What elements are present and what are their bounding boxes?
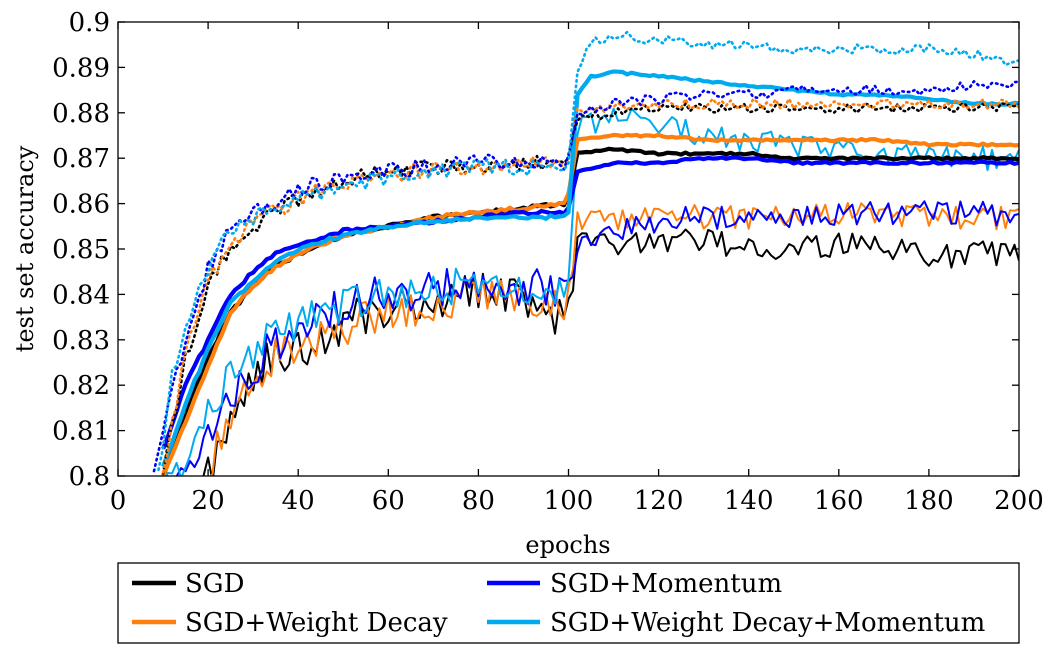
y-tick-label: 0.81	[52, 417, 110, 447]
plot-area	[152, 30, 1019, 476]
legend-item: SGD+Weight Decay	[132, 608, 448, 638]
series-line	[175, 200, 1019, 476]
y-tick-label: 0.82	[52, 371, 110, 401]
series-line	[157, 30, 1019, 472]
series-line	[161, 146, 1019, 476]
y-tick-label: 0.9	[69, 8, 110, 38]
legend-label: SGD	[185, 569, 244, 599]
x-axis-label: epochs	[525, 531, 610, 559]
x-tick-label: 160	[814, 486, 864, 516]
series-line	[161, 69, 1019, 468]
legend-label: SGD+Momentum	[550, 569, 782, 599]
y-tick-label: 0.8	[69, 462, 110, 492]
legend-box	[117, 562, 1020, 644]
x-tick-label: 140	[724, 486, 774, 516]
series-line	[161, 155, 1019, 450]
y-tick-label: 0.89	[52, 53, 110, 83]
x-tick-label: 100	[544, 486, 594, 516]
legend-label: SGD+Weight Decay	[185, 608, 448, 638]
x-tick-label: 120	[634, 486, 684, 516]
series-line	[161, 132, 1019, 476]
series-line	[185, 202, 1019, 476]
x-tick-label: 40	[282, 486, 315, 516]
x-tick-label: 20	[192, 486, 225, 516]
axes: 0 20 40 60 80 100 120 140 160 180 200 0.8 0.81 0.82 0.…	[52, 8, 1044, 516]
y-tick-label: 0.87	[52, 144, 110, 174]
series-line	[161, 97, 1019, 474]
x-tick-label: 180	[904, 486, 954, 516]
x-tick-label: 80	[462, 486, 495, 516]
legend-item: SGD+Weight Decay+Momentum	[487, 608, 985, 638]
x-tick-label: 200	[994, 486, 1044, 516]
series-line	[152, 80, 1019, 473]
y-tick-label: 0.83	[52, 326, 110, 356]
y-tick-label: 0.85	[52, 235, 110, 265]
y-tick-label: 0.88	[52, 99, 110, 129]
plot-frame	[117, 21, 1020, 477]
y-tick-label: 0.86	[52, 190, 110, 220]
y-tick-label: 0.84	[52, 280, 110, 310]
legend-item: SGD+Momentum	[487, 569, 782, 599]
y-axis-label: test set accuracy	[11, 145, 39, 352]
legend: SGD SGD+Weight Decay SGD+Momentum SGD+We…	[117, 562, 1020, 644]
legend-item: SGD	[132, 569, 244, 599]
x-tick-label: 60	[372, 486, 405, 516]
legend-label: SGD+Weight Decay+Momentum	[550, 608, 985, 638]
x-tick-label: 0	[110, 486, 127, 516]
series-line	[175, 228, 1019, 476]
